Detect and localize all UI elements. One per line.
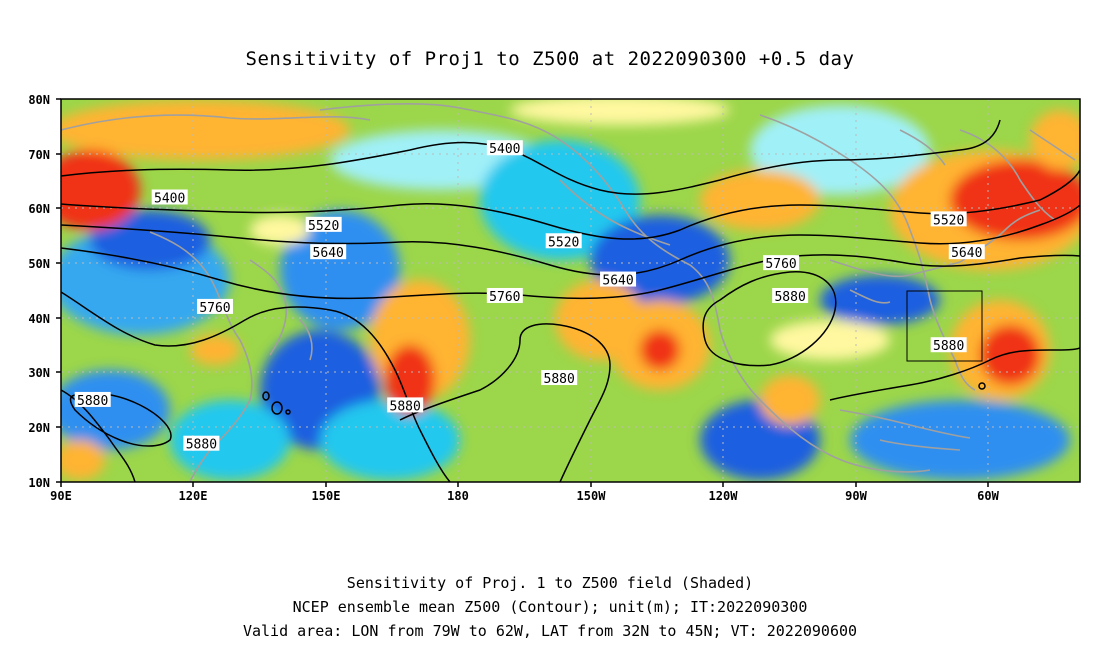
contour-label-bg <box>930 211 967 227</box>
contour-label-bg <box>600 271 637 287</box>
contour-label: 5520 <box>933 213 964 228</box>
lon-label: 150W <box>577 489 607 503</box>
contour-label-bg <box>948 244 985 260</box>
contour-label: 5760 <box>489 290 520 305</box>
tick-marks <box>56 98 989 487</box>
contour-label-bg <box>486 140 523 156</box>
contour-label: 5520 <box>308 219 339 234</box>
contour-label: 5400 <box>489 142 520 157</box>
lon-label: 90W <box>845 489 867 503</box>
contour-label-bg <box>183 435 220 451</box>
contour-label: 5880 <box>774 290 805 305</box>
contour-label-bg <box>545 233 582 249</box>
plot-frame <box>60 98 1081 483</box>
lon-label: 90E <box>50 489 72 503</box>
lat-label: 80N <box>28 93 50 107</box>
lon-label: 60W <box>977 489 999 503</box>
contour-label-bg <box>305 216 342 232</box>
lat-label: 10N <box>28 476 50 490</box>
contour-label: 5880 <box>390 399 421 414</box>
contour-label-bg <box>486 287 523 303</box>
contour-label-bg <box>772 287 809 303</box>
contour-label-bg <box>310 244 347 260</box>
contour-label: 5880 <box>933 339 964 354</box>
contour-label: 5640 <box>951 246 982 261</box>
contour-label: 5640 <box>313 246 344 261</box>
contour-label: 5520 <box>548 235 579 250</box>
contour-label: 5760 <box>199 301 230 316</box>
lon-label: 150E <box>312 489 341 503</box>
coastlines <box>61 103 1076 482</box>
contour-label-bg <box>387 397 424 413</box>
lat-label: 60N <box>28 202 50 216</box>
lat-label: 70N <box>28 148 50 162</box>
lon-label: 120W <box>709 489 739 503</box>
lat-label: 20N <box>28 421 50 435</box>
caption-line-1: Sensitivity of Proj. 1 to Z500 field (Sh… <box>346 574 754 592</box>
caption-line-2: NCEP ensemble mean Z500 (Contour); unit(… <box>292 598 808 616</box>
contour-label-bg <box>930 337 967 353</box>
lon-label: 120E <box>179 489 208 503</box>
contour-label: 5880 <box>544 372 575 387</box>
contour-labels: 5400 5400 5520 5520 5520 5640 5640 5640 5760 5760… <box>74 140 985 453</box>
caption-line-3: Valid area: LON from 79W to 62W, LAT fro… <box>242 622 858 640</box>
map-title: Sensitivity of Proj1 to Z500 at 20220903… <box>245 48 855 70</box>
contour-label-bg <box>196 298 233 314</box>
contour-label: 5760 <box>765 257 796 272</box>
contour-label-bg <box>763 255 800 271</box>
contour-label: 5880 <box>186 438 217 453</box>
contour-label-bg <box>541 370 578 386</box>
contour-label: 5400 <box>154 191 185 206</box>
lat-label: 50N <box>28 257 50 271</box>
lon-label: 180 <box>447 489 469 503</box>
contour-label: 5640 <box>602 274 633 289</box>
longitude-labels: 90E 120E 150E 180 150W 120W 90W 60W <box>50 489 999 503</box>
contour-label: 5880 <box>77 394 108 409</box>
valid-area-box <box>906 290 983 362</box>
z500-contours <box>61 119 1080 482</box>
latitude-labels: 80N 70N 60N 50N 40N 30N 20N 10N <box>28 93 50 490</box>
contour-label-bg <box>151 189 188 205</box>
shaded-field <box>61 99 1080 482</box>
lat-label: 40N <box>28 312 50 326</box>
lat-label: 30N <box>28 366 50 380</box>
contour-label-bg <box>74 391 111 407</box>
